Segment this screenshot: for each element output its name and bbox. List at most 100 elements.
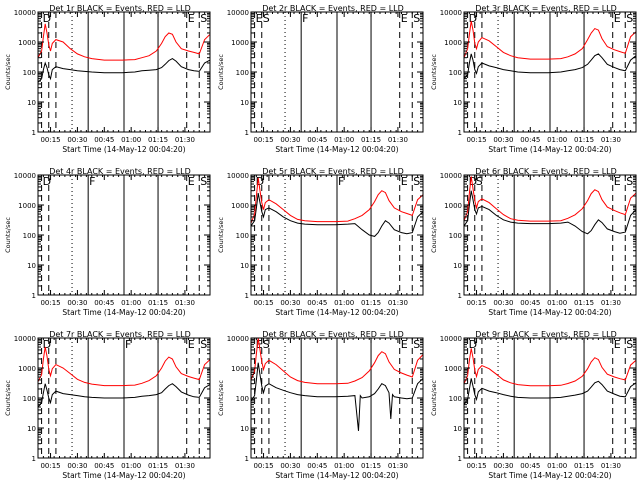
x-tick-label: 01:15 xyxy=(361,136,381,144)
y-tick-label: 1000 xyxy=(231,365,249,373)
y-tick-label: 1 xyxy=(245,292,249,300)
x-tick-label: 01:30 xyxy=(388,299,408,307)
y-tick-label: 1000 xyxy=(444,365,462,373)
x-tick-label: 00:30 xyxy=(493,462,513,470)
panel-title: Det 7r BLACK = Events, RED = LLD xyxy=(49,330,191,339)
events-series-line xyxy=(464,53,636,80)
x-axis-label: Start Time (14-May-12 00:04:20) xyxy=(488,308,611,317)
y-tick-label: 10000 xyxy=(14,172,36,180)
y-tick-label: 1 xyxy=(245,455,249,463)
y-tick-label: 1000 xyxy=(444,39,462,47)
x-tick-label: 01:30 xyxy=(175,462,195,470)
y-tick-label: 1 xyxy=(245,129,249,137)
lld-series-line xyxy=(38,346,210,387)
y-tick-label: 1 xyxy=(32,455,36,463)
x-tick-label: 00:45 xyxy=(94,462,114,470)
y-tick-label: 10000 xyxy=(14,9,36,17)
x-axis-label: Start Time (14-May-12 00:04:20) xyxy=(62,145,185,154)
y-tick-label: 10 xyxy=(453,262,462,270)
event-marker-label: E xyxy=(401,338,408,351)
panel-title: Det 5r BLACK = Events, RED = LLD xyxy=(262,167,404,176)
panel-title: Det 4r BLACK = Events, RED = LLD xyxy=(49,167,191,176)
y-axis-label: Counts/sec xyxy=(4,380,12,416)
x-tick-label: 01:30 xyxy=(601,462,621,470)
event-marker-label: E xyxy=(188,338,195,351)
x-tick-label: 01:30 xyxy=(388,462,408,470)
x-axis-label: Start Time (14-May-12 00:04:20) xyxy=(62,471,185,480)
y-tick-label: 1000 xyxy=(18,39,36,47)
y-axis-label: Counts/sec xyxy=(217,217,225,253)
event-marker-label: F xyxy=(125,338,131,351)
x-tick-label: 00:45 xyxy=(520,136,540,144)
x-tick-label: 01:00 xyxy=(121,299,141,307)
x-tick-label: 01:30 xyxy=(601,136,621,144)
y-tick-label: 1 xyxy=(458,129,462,137)
x-tick-label: 00:30 xyxy=(280,136,300,144)
x-tick-label: 00:45 xyxy=(94,136,114,144)
y-tick-label: 1000 xyxy=(231,202,249,210)
event-marker-label: E xyxy=(256,12,263,25)
x-tick-label: 00:30 xyxy=(67,136,87,144)
y-tick-label: 10 xyxy=(240,262,249,270)
event-marker-label: E xyxy=(401,175,408,188)
x-tick-label: 00:30 xyxy=(67,462,87,470)
y-tick-label: 1000 xyxy=(18,202,36,210)
y-axis-label: Counts/sec xyxy=(430,54,438,90)
x-tick-label: 00:15 xyxy=(466,299,486,307)
y-tick-label: 100 xyxy=(449,69,462,77)
x-axis-label: Start Time (14-May-12 00:04:20) xyxy=(488,471,611,480)
x-tick-label: 00:30 xyxy=(493,299,513,307)
x-tick-label: 00:45 xyxy=(307,462,327,470)
event-marker-label: S xyxy=(413,12,420,25)
y-tick-label: 10 xyxy=(27,262,36,270)
events-series-line xyxy=(38,58,210,83)
event-marker-label: S xyxy=(263,338,270,351)
y-tick-label: 1000 xyxy=(18,365,36,373)
y-axis-label: Counts/sec xyxy=(430,217,438,253)
event-marker-label: E xyxy=(188,175,195,188)
x-tick-label: 00:15 xyxy=(466,462,486,470)
y-tick-label: 1 xyxy=(32,292,36,300)
x-tick-label: 00:30 xyxy=(280,299,300,307)
x-tick-label: 00:15 xyxy=(40,299,60,307)
lld-series-line xyxy=(464,20,636,60)
x-tick-label: 01:00 xyxy=(121,136,141,144)
x-axis-label: Start Time (14-May-12 00:04:20) xyxy=(275,145,398,154)
x-tick-label: 00:45 xyxy=(520,462,540,470)
y-axis-label: Counts/sec xyxy=(430,380,438,416)
x-tick-label: 00:15 xyxy=(253,299,273,307)
lld-series-line xyxy=(251,338,423,385)
x-tick-label: 01:15 xyxy=(574,462,594,470)
y-tick-label: 1 xyxy=(458,455,462,463)
y-tick-label: 100 xyxy=(23,69,36,77)
y-tick-label: 100 xyxy=(23,395,36,403)
event-marker-label: D xyxy=(43,12,51,25)
y-tick-label: 100 xyxy=(236,395,249,403)
panel-title: Det 2r BLACK = Events, RED = LLD xyxy=(262,4,404,13)
y-axis-label: Counts/sec xyxy=(217,54,225,90)
x-axis-label: Start Time (14-May-12 00:04:20) xyxy=(275,471,398,480)
x-tick-label: 00:30 xyxy=(280,462,300,470)
x-axis-label: Start Time (14-May-12 00:04:20) xyxy=(62,308,185,317)
x-tick-label: 00:45 xyxy=(520,299,540,307)
event-marker-label: D xyxy=(43,338,51,351)
lld-series-line xyxy=(464,348,636,387)
y-axis-label: Counts/sec xyxy=(217,380,225,416)
event-marker-label: E xyxy=(188,12,195,25)
x-tick-label: 00:30 xyxy=(67,299,87,307)
y-axis-label: Counts/sec xyxy=(4,217,12,253)
event-marker-label: E xyxy=(614,175,621,188)
y-tick-label: 10 xyxy=(453,99,462,107)
event-marker-label: F xyxy=(89,175,95,188)
events-series-line xyxy=(464,190,636,235)
panel-title: Det 9r BLACK = Events, RED = LLD xyxy=(475,330,617,339)
x-tick-label: 01:15 xyxy=(361,299,381,307)
x-tick-label: 01:00 xyxy=(547,462,567,470)
panel-title: Det 1r BLACK = Events, RED = LLD xyxy=(49,4,191,13)
